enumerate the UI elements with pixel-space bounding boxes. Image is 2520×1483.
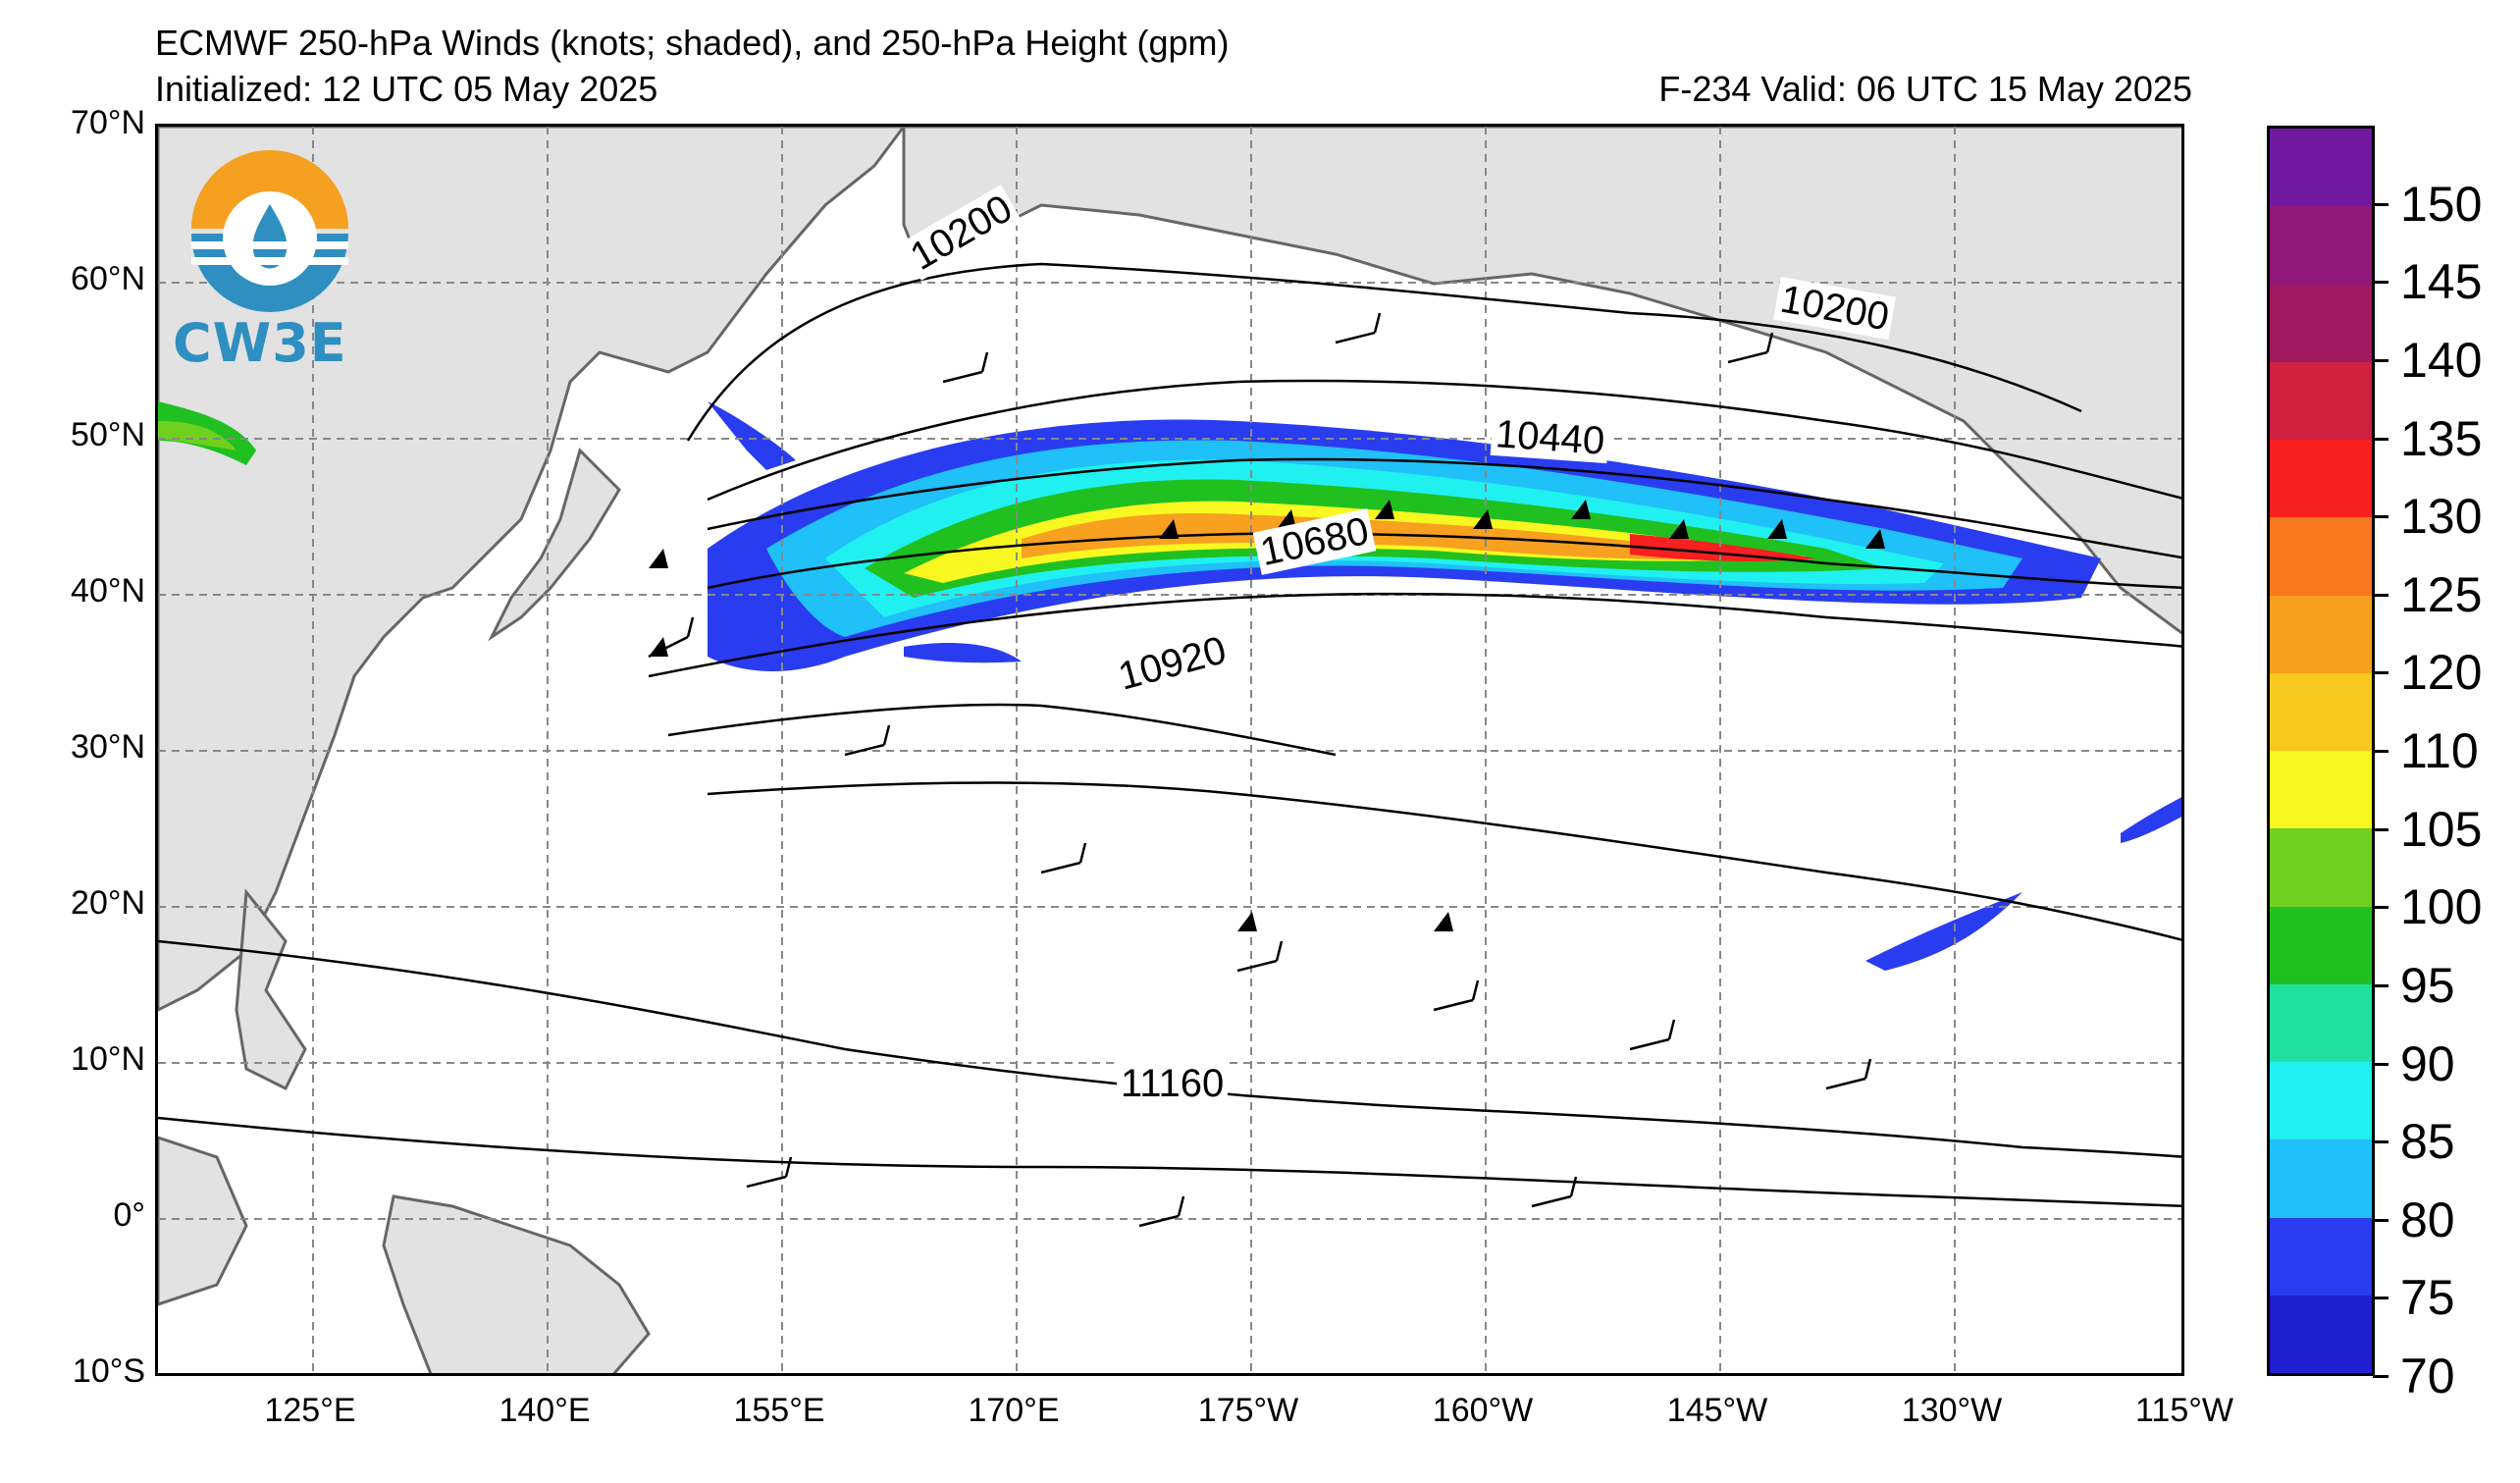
- jet-shading: [158, 401, 2181, 971]
- colorbar-tick: [2373, 281, 2389, 285]
- colorbar-label: 110: [2400, 723, 2479, 778]
- land-japan: [488, 448, 621, 642]
- colorbar-segment: [2270, 595, 2372, 673]
- land-new-guinea: [382, 1194, 651, 1373]
- colorbar-tick: [2373, 593, 2389, 597]
- colorbar-label: 150: [2400, 176, 2483, 232]
- colorbar-segment: [2270, 983, 2372, 1062]
- colorbar-label: 130: [2400, 489, 2483, 545]
- land-borneo: [158, 1136, 248, 1306]
- lon-label: 115°W: [2135, 1392, 2233, 1429]
- lat-label: 0°: [113, 1196, 145, 1234]
- colorbar-segment: [2270, 206, 2372, 285]
- colorbar-segment: [2270, 672, 2372, 751]
- colorbar-label: 145: [2400, 254, 2483, 310]
- wind-flags: [649, 500, 1885, 931]
- lon-label: 155°E: [733, 1392, 825, 1429]
- colorbar-segment: [2270, 129, 2372, 207]
- lat-label: 60°N: [71, 260, 145, 297]
- colorbar-tick: [2373, 671, 2389, 675]
- colorbar-tick: [2373, 515, 2389, 519]
- lon-label: 140°E: [499, 1392, 591, 1429]
- colorbar-segment: [2270, 1217, 2372, 1296]
- colorbar-segment: [2270, 1139, 2372, 1218]
- colorbar-label: 85: [2400, 1114, 2455, 1170]
- land-philippines: [235, 888, 307, 1091]
- colorbar-label: 105: [2400, 801, 2483, 857]
- colorbar-label: 125: [2400, 566, 2483, 622]
- colorbar-label: 90: [2400, 1035, 2455, 1091]
- colorbar-label: 120: [2400, 645, 2483, 701]
- colorbar-tick: [2373, 983, 2389, 987]
- colorbar-segment: [2270, 440, 2372, 518]
- colorbar-label: 140: [2400, 332, 2483, 388]
- lat-label: 30°N: [71, 728, 145, 766]
- colorbar-segment: [2270, 1295, 2372, 1373]
- colorbar-label: 75: [2400, 1270, 2455, 1326]
- lon-label: 145°W: [1666, 1392, 1768, 1429]
- land-asia: [158, 127, 906, 1012]
- colorbar-segment: [2270, 1062, 2372, 1140]
- colorbar-tick: [2373, 906, 2389, 910]
- height-contours: [158, 262, 2181, 1208]
- colorbar-label: 95: [2400, 957, 2455, 1013]
- colorbar-segment: [2270, 284, 2372, 362]
- lon-label: 130°W: [1901, 1392, 2003, 1429]
- colorbar-segment: [2270, 751, 2372, 829]
- graticule: [158, 127, 2181, 1373]
- lat-label: 10°N: [71, 1040, 145, 1078]
- lat-label: 40°N: [71, 572, 145, 609]
- colorbar-label: 100: [2400, 879, 2483, 935]
- colorbar-tick: [2373, 1218, 2389, 1222]
- colorbar-tick: [2373, 827, 2389, 831]
- logo-text: CW3E: [173, 312, 347, 374]
- colorbar-segment: [2270, 361, 2372, 440]
- lat-label: 70°N: [71, 104, 145, 141]
- valid-time: F-234 Valid: 06 UTC 15 May 2025: [1658, 69, 2192, 109]
- colorbar-tick: [2373, 1140, 2389, 1144]
- colorbar-segment: [2270, 906, 2372, 984]
- colorbar-tick: [2373, 1297, 2389, 1300]
- colorbar: [2267, 126, 2375, 1376]
- lat-label: 20°N: [71, 884, 145, 922]
- lon-label: 170°E: [968, 1392, 1060, 1429]
- colorbar-label: 135: [2400, 410, 2483, 466]
- colorbar-tick: [2373, 202, 2389, 206]
- lat-label: 10°S: [72, 1352, 145, 1390]
- contour-label: 10440: [1490, 411, 1610, 464]
- cw3e-logo: [191, 150, 348, 312]
- initialized-time: Initialized: 12 UTC 05 May 2025: [155, 69, 658, 109]
- colorbar-label: 70: [2400, 1349, 2455, 1404]
- colorbar-segment: [2270, 828, 2372, 907]
- colorbar-tick: [2373, 1375, 2389, 1378]
- colorbar-tick: [2373, 750, 2389, 753]
- lon-label: 160°W: [1432, 1392, 1534, 1429]
- map-panel: [155, 124, 2184, 1376]
- colorbar-label: 80: [2400, 1192, 2455, 1247]
- lon-label: 175°W: [1197, 1392, 1299, 1429]
- lat-label: 50°N: [71, 416, 145, 453]
- map-canvas: [158, 127, 2181, 1373]
- chart-title: ECMWF 250-hPa Winds (knots; shaded), and…: [155, 23, 1230, 63]
- colorbar-segment: [2270, 517, 2372, 596]
- colorbar-tick: [2373, 1062, 2389, 1066]
- contour-label: 11160: [1117, 1062, 1229, 1105]
- colorbar-tick: [2373, 358, 2389, 362]
- lon-label: 125°E: [264, 1392, 356, 1429]
- colorbar-tick: [2373, 437, 2389, 441]
